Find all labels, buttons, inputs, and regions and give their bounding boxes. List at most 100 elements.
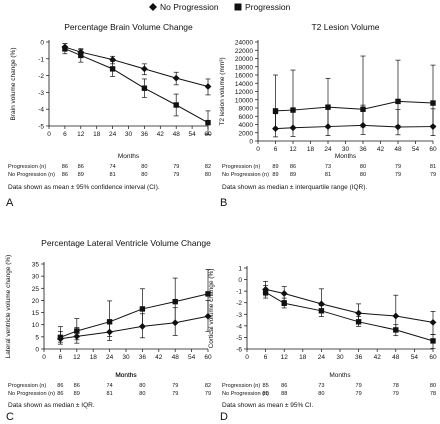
chart-panel-d: -6 -5 -4 -3 -2 -1 0 1 0 6 12 18 24 30 36 42 48 54 60 Cortic… bbox=[208, 266, 437, 424]
series-line bbox=[265, 288, 434, 323]
y-tick-label: 4000 bbox=[239, 122, 254, 129]
counts-cell: 81 bbox=[430, 164, 436, 170]
counts-cell: 78 bbox=[430, 391, 436, 397]
x-tick-label: 48 bbox=[392, 354, 400, 361]
counts-cell: 85 bbox=[262, 391, 268, 397]
data-point-square bbox=[360, 106, 366, 112]
x-tick-label: 12 bbox=[289, 146, 297, 153]
y-tick-label: 24000 bbox=[235, 40, 253, 47]
x-tick-label: 0 bbox=[47, 131, 51, 138]
y-tick-label: -1 bbox=[236, 289, 242, 296]
panel-letter: A bbox=[6, 197, 14, 209]
x-tick-label: 48 bbox=[173, 131, 181, 138]
counts-cell: 74 bbox=[106, 383, 112, 389]
y-tick-label: 2000 bbox=[239, 130, 254, 137]
counts-cell: 80 bbox=[205, 172, 211, 178]
data-point-square bbox=[74, 328, 80, 334]
data-point-diamond bbox=[280, 290, 288, 297]
x-tick-label: 54 bbox=[188, 131, 196, 138]
x-tick-label: 42 bbox=[374, 354, 382, 361]
chart-title: T2 Lesion Volume bbox=[311, 22, 379, 32]
data-point-square bbox=[393, 327, 399, 333]
counts-cell: 89 bbox=[290, 172, 296, 178]
counts-cell: 80 bbox=[318, 391, 324, 397]
x-tick-label: 42 bbox=[377, 146, 385, 153]
x-tick-label: 18 bbox=[307, 146, 315, 153]
y-tick-label: 12000 bbox=[235, 89, 253, 96]
y-tick-label: 22000 bbox=[235, 48, 253, 55]
x-tick-label: 30 bbox=[342, 146, 350, 153]
x-tick-label: 24 bbox=[318, 354, 326, 361]
square-marker-icon bbox=[234, 3, 242, 13]
counts-cell: 86 bbox=[290, 164, 296, 170]
y-tick-label: 10000 bbox=[235, 97, 253, 104]
counts-row-label: No Progression (n) bbox=[8, 391, 55, 397]
counts-cell: 79 bbox=[355, 383, 361, 389]
counts-cell: 79 bbox=[173, 164, 179, 170]
data-point-square bbox=[139, 306, 146, 312]
counts-cell: 86 bbox=[62, 164, 68, 170]
counts-cell: 80 bbox=[141, 172, 147, 178]
x-tick-label: 6 bbox=[274, 146, 278, 153]
data-point-diamond bbox=[429, 123, 437, 130]
counts-cell: 89 bbox=[272, 172, 278, 178]
series-no-progression bbox=[61, 43, 212, 96]
counts-cell: 79 bbox=[395, 172, 401, 178]
counts-cell: 89 bbox=[78, 172, 84, 178]
data-point-square bbox=[141, 85, 148, 91]
data-point-square bbox=[205, 291, 211, 297]
x-tick-label: 6 bbox=[59, 354, 63, 361]
counts-cell: 86 bbox=[74, 383, 80, 389]
y-tick-label: 15 bbox=[32, 310, 40, 317]
x-tick-label: 36 bbox=[139, 354, 147, 361]
counts-cell: 79 bbox=[172, 391, 178, 397]
counts-row-label: No Progression (n) bbox=[222, 172, 269, 178]
y-tick-label: -5 bbox=[38, 124, 44, 131]
counts-cell: 79 bbox=[395, 164, 401, 170]
data-point-square bbox=[395, 98, 401, 105]
y-tick-label: 14000 bbox=[235, 81, 253, 88]
footnote: Data shown as mean ± 95% confidence inte… bbox=[8, 184, 160, 191]
chart-title: Percentage Brain Volume Change bbox=[64, 22, 193, 32]
x-tick-label: 12 bbox=[281, 354, 289, 361]
data-point-diamond bbox=[394, 123, 402, 131]
y-tick-label: 6000 bbox=[239, 114, 254, 121]
legend-item-progression: Progression bbox=[234, 2, 290, 13]
data-point-square bbox=[355, 319, 362, 325]
y-tick-label: 8000 bbox=[239, 106, 254, 113]
counts-cell: 85 bbox=[262, 383, 268, 389]
legend: No Progression Progression bbox=[0, 2, 440, 14]
y-tick-label: 35 bbox=[32, 262, 40, 269]
series-no-progression bbox=[262, 280, 437, 335]
counts-cell: 89 bbox=[74, 391, 80, 397]
data-point-diamond bbox=[429, 318, 437, 326]
y-tick-label: -6 bbox=[236, 347, 242, 354]
y-axis-label: Cortical volume change (%) bbox=[208, 269, 215, 349]
data-point-diamond bbox=[204, 83, 212, 90]
counts-row-label: No Progression (n) bbox=[8, 172, 55, 178]
y-tick-label: -5 bbox=[236, 335, 242, 342]
counts-cell: 82 bbox=[205, 383, 211, 389]
data-point-square bbox=[290, 107, 296, 113]
y-tick-label: 0 bbox=[40, 40, 44, 47]
diamond-marker-icon bbox=[149, 2, 157, 13]
x-tick-label: 42 bbox=[155, 354, 163, 361]
x-tick-label: 60 bbox=[429, 146, 437, 153]
y-tick-label: 5 bbox=[35, 334, 39, 341]
y-tick-label: 0 bbox=[238, 277, 242, 284]
counts-row-label: Progression (n) bbox=[222, 383, 260, 389]
x-axis-label: Months bbox=[118, 153, 140, 160]
y-tick-label: 25 bbox=[32, 286, 40, 293]
counts-cell: 81 bbox=[106, 391, 112, 397]
counts-cell: 86 bbox=[57, 391, 63, 397]
data-point-square bbox=[430, 338, 436, 344]
data-point-square bbox=[281, 300, 287, 306]
data-point-square bbox=[205, 119, 211, 126]
counts-cell: 89 bbox=[272, 164, 278, 170]
counts-cell: 86 bbox=[62, 172, 68, 178]
counts-cell: 73 bbox=[318, 383, 324, 389]
counts-cell: 88 bbox=[281, 391, 287, 397]
series-progression bbox=[272, 55, 436, 130]
counts-row-label: Progression (n) bbox=[222, 164, 260, 170]
x-axis-label: Months bbox=[115, 372, 137, 379]
